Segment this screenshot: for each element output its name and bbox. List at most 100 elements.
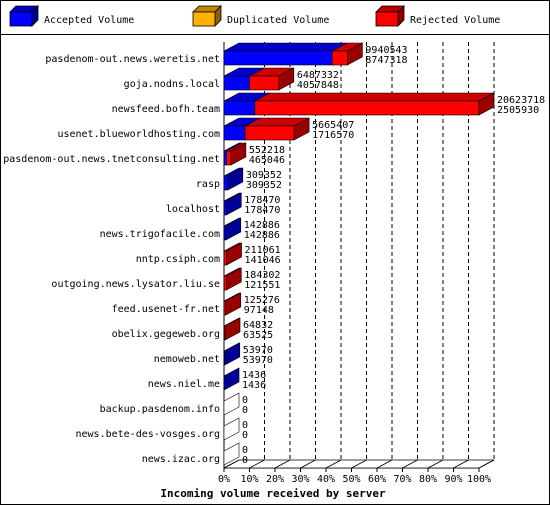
floor-tick (427, 459, 444, 469)
chart-floor (223, 459, 495, 472)
bar-side-face (223, 442, 240, 466)
category-label: nntp.csiph.com (136, 254, 220, 265)
bar-side-face (223, 367, 240, 391)
value-label-accepted: 97148 (244, 305, 274, 316)
bars (223, 42, 495, 466)
bar-accepted (223, 200, 227, 216)
value-label-total: 20623718 (497, 95, 545, 106)
bar-rejected (226, 150, 232, 166)
x-tick-label: 100% (467, 474, 491, 485)
bar-rejected (254, 100, 480, 116)
value-label-accepted: 121551 (244, 280, 280, 291)
x-tick-label: 50% (342, 474, 360, 485)
legend-label-duplicated: Duplicated Volume (227, 15, 329, 26)
value-label-accepted: 8747318 (365, 55, 407, 66)
bar-side-face (226, 242, 242, 266)
bar-rejected (249, 75, 280, 91)
bar-side-face (225, 217, 242, 241)
value-label-total: 142886 (244, 220, 280, 231)
x-tick-label: 0% (218, 474, 230, 485)
value-label-accepted: 178470 (244, 205, 280, 216)
value-label-total: 53970 (243, 345, 273, 356)
floor-tick (453, 459, 469, 469)
bar-side-face (478, 92, 495, 116)
value-label-accepted: 0 (242, 455, 248, 466)
bar-top-accepted (223, 42, 348, 52)
legend: Accepted Volume Duplicated Volume Rejected… (9, 5, 500, 27)
x-tick-label: 30% (291, 474, 309, 485)
category-label: news.izac.org (142, 454, 220, 465)
x-axis-title: Incoming volume received by server (160, 487, 386, 500)
bar-side-face (224, 317, 241, 341)
value-label-accepted: 142886 (244, 230, 280, 241)
bar-accepted (223, 150, 227, 166)
value-label-accepted: 141046 (245, 255, 281, 266)
value-label-accepted: 1436 (242, 380, 266, 391)
floor-tick (223, 459, 240, 469)
floor-tick (249, 459, 265, 469)
category-label: backup.pasdenom.info (100, 404, 220, 415)
category-label: news.bete-des-vosges.org (76, 429, 221, 440)
category-label: obelix.gegeweb.org (112, 329, 220, 340)
value-label-accepted: 53970 (243, 355, 273, 366)
value-label-accepted: 63525 (243, 330, 273, 341)
bar-accepted (223, 100, 256, 116)
category-label: newsfeed.bofh.team (112, 104, 220, 115)
legend-label-accepted: Accepted Volume (44, 15, 134, 26)
category-label: pasdenom-out.news.weretis.net (45, 54, 220, 65)
x-tick-label: 80% (419, 474, 437, 485)
x-tick-label: 90% (444, 474, 462, 485)
value-label-accepted: 2505930 (497, 105, 539, 116)
x-tick-label: 60% (368, 474, 386, 485)
value-label-total: 184302 (244, 270, 280, 281)
bar-side-face (225, 292, 242, 316)
bar-top-rejected (254, 92, 495, 102)
floor-tick (300, 459, 316, 469)
category-label: outgoing.news.lysator.liu.se (51, 279, 220, 290)
bar-side-face (293, 117, 310, 141)
value-label-accepted: 4057848 (297, 80, 339, 91)
category-label: usenet.blueworldhosting.com (57, 129, 220, 140)
x-tick-labels: 0% 10% 20% 30% 40% 50% 60% 70% 80% 90% 100% (218, 474, 491, 485)
value-label-total: 64832 (243, 320, 273, 331)
x-tick-label: 20% (266, 474, 284, 485)
legend-swatch-accepted (9, 11, 33, 27)
bar-rejected (244, 125, 295, 141)
category-label: rasp (196, 179, 220, 190)
category-label: nemoweb.net (154, 354, 220, 365)
value-label-total: 6487332 (297, 70, 339, 81)
legend-swatch-duplicated (192, 11, 216, 27)
value-label-accepted: 0 (242, 430, 248, 441)
bar-rejected (331, 50, 348, 66)
value-label-total: 552218 (249, 145, 285, 156)
floor-tick (351, 459, 367, 469)
value-label-total: 125276 (244, 295, 280, 306)
value-label-accepted: 0 (242, 405, 248, 416)
floor-tick (376, 459, 393, 469)
x-tick-label: 70% (393, 474, 411, 485)
floor-tick (325, 459, 342, 469)
category-label: news.trigofacile.com (100, 229, 220, 240)
bar-rejected (223, 275, 227, 291)
x-tick-label: 40% (317, 474, 335, 485)
category-label: feed.usenet-fr.net (112, 304, 220, 315)
floor-tick (478, 459, 495, 469)
floor-tick (402, 459, 418, 469)
bar-side-face (347, 42, 363, 66)
category-labels: pasdenom-out.news.weretis.net goja.nodns.… (3, 54, 220, 465)
value-label-total: 309352 (246, 170, 282, 181)
bar-side-face (223, 417, 240, 441)
bar-accepted (223, 125, 246, 141)
category-label: news.niel.me (148, 379, 220, 390)
category-label: localhost (166, 204, 220, 215)
x-tick-label: 10% (240, 474, 258, 485)
value-label-accepted: 1716570 (312, 130, 354, 141)
value-label-total: 1436 (242, 370, 266, 381)
bar-side-face (224, 342, 241, 366)
bar-side-face (225, 267, 242, 291)
bar-side-face (227, 167, 244, 191)
bar-rejected (223, 250, 227, 266)
category-label: goja.nodns.local (124, 79, 220, 90)
